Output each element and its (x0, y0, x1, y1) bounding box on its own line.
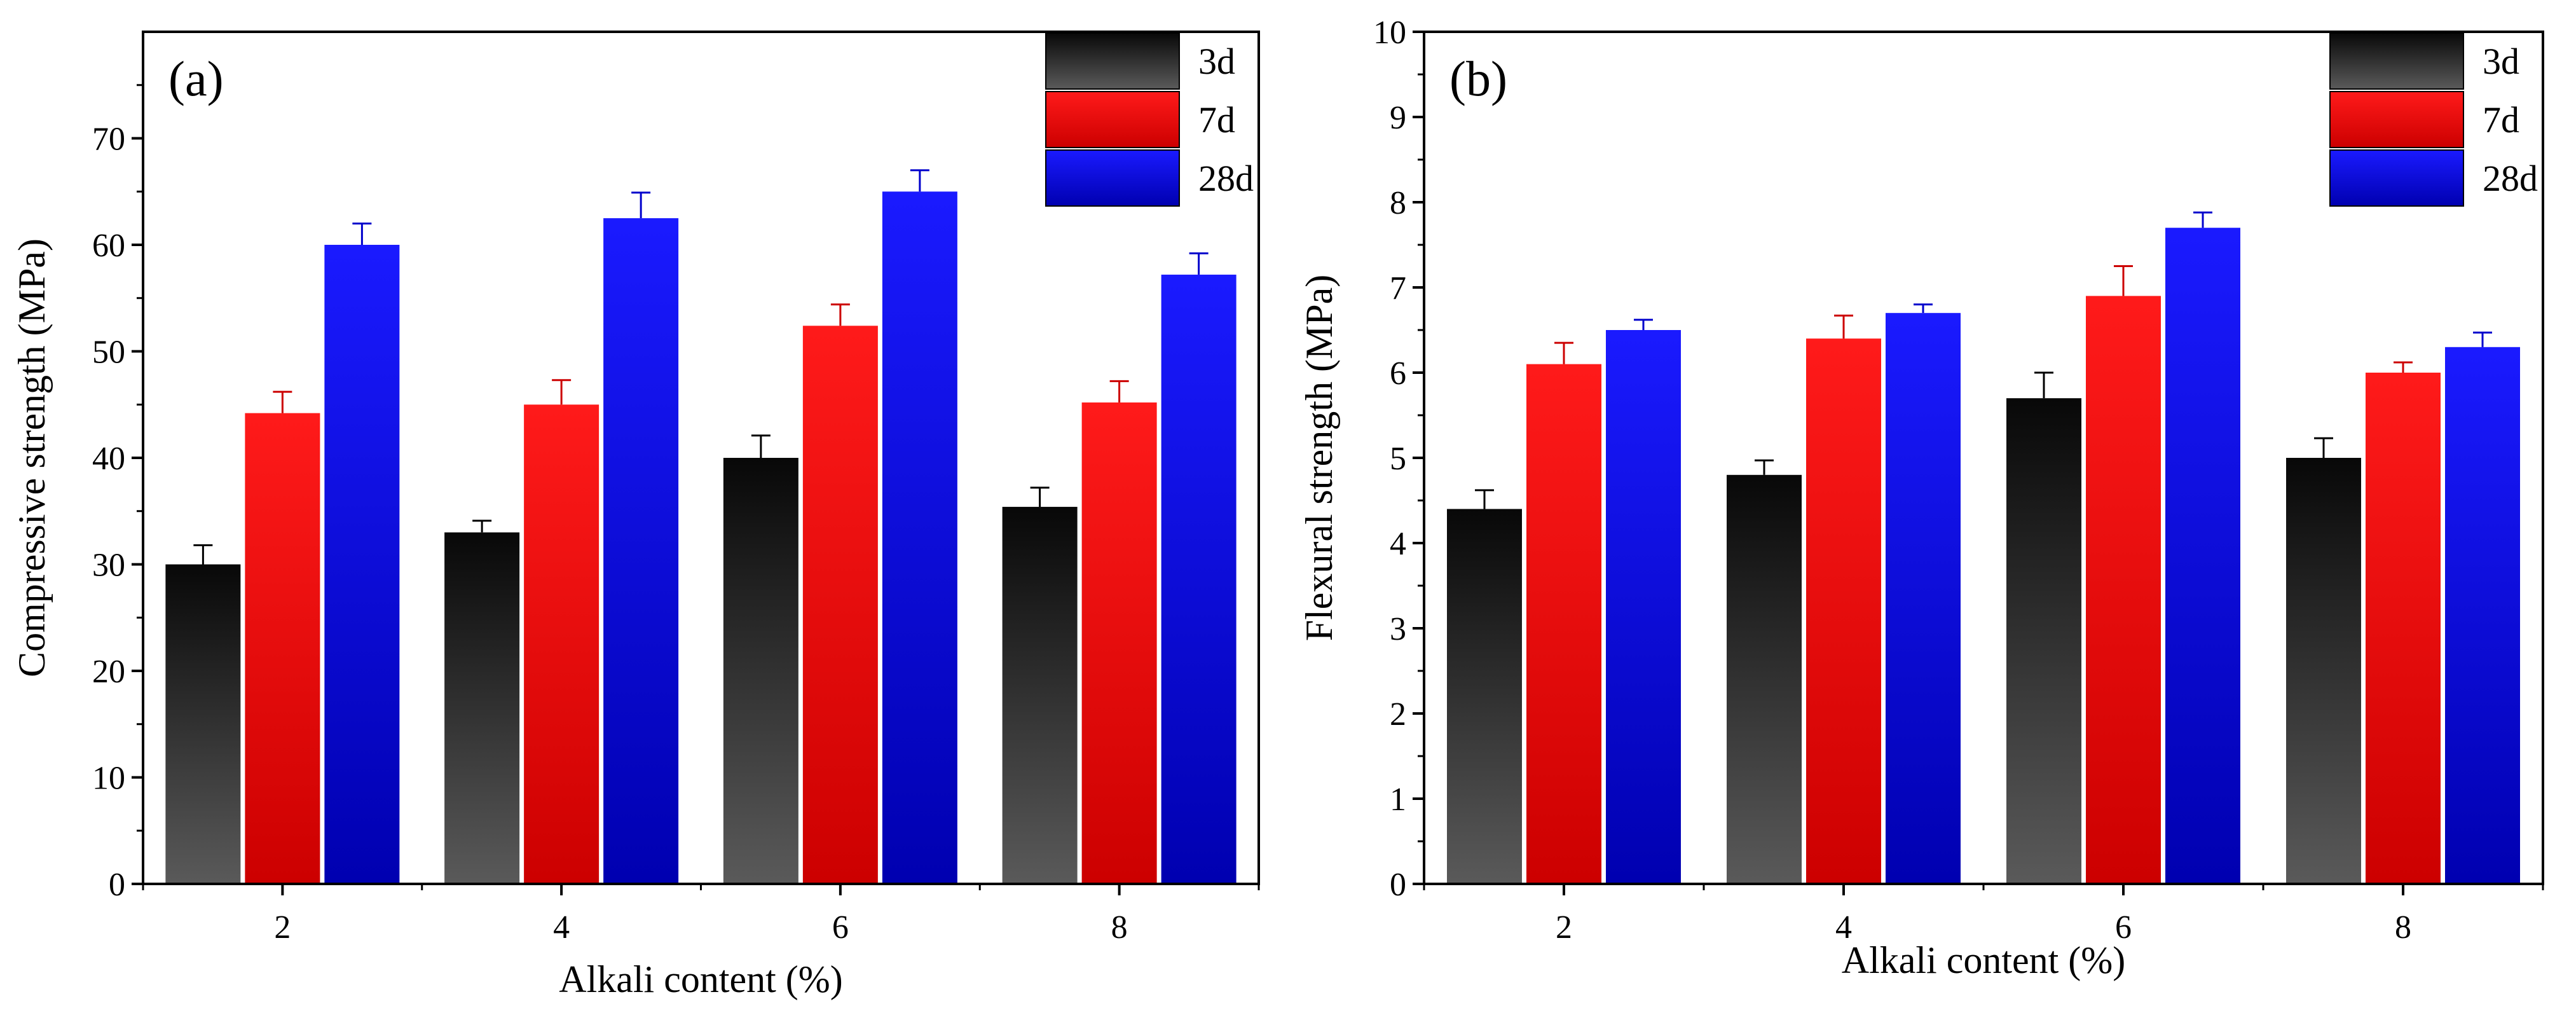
chart-b-ytick-label: 7 (1390, 270, 1406, 307)
chart-a-legend-swatch-7d (1045, 91, 1180, 148)
chart-b-ytick-label: 9 (1390, 100, 1406, 136)
chart-b-xtick-label: 6 (2115, 909, 2132, 946)
chart-b-xtick-label: 2 (1556, 909, 1572, 946)
chart-b-ytick-label: 1 (1390, 782, 1406, 818)
chart-b-legend-swatch-3d (2329, 32, 2464, 90)
chart-a-ytick-label: 70 (92, 121, 125, 158)
chart-a-panel-label: (a) (168, 51, 224, 106)
chart-b-bar-28d-2 (1606, 330, 1681, 884)
chart-a-legend-label-28d: 28d (1198, 158, 1254, 199)
chart-b-bar-7d-4 (1806, 338, 1881, 884)
chart-b-bar-28d-4 (1886, 313, 1961, 884)
chart-b-ytick-label: 3 (1390, 611, 1406, 647)
chart-a-legend-swatch-3d (1045, 32, 1180, 90)
chart-a-xtick-label: 6 (832, 909, 849, 946)
chart-b-legend-swatch-7d (2329, 91, 2464, 148)
chart-b-legend-label-7d: 7d (2483, 99, 2519, 141)
chart-b-legend-label-3d: 3d (2483, 41, 2519, 82)
chart-a-legend-swatch-28d (1045, 149, 1180, 207)
chart-a-ytick-label: 30 (92, 548, 125, 584)
chart-b-xtick-label: 8 (2395, 909, 2411, 946)
chart-b-bar-3d-6 (2006, 398, 2081, 884)
chart-a-ytick-label: 20 (92, 654, 125, 690)
chart-b-bar-3d-2 (1447, 509, 1522, 884)
chart-a-ytick-label: 50 (92, 334, 125, 371)
chart-a-legend-label-7d: 7d (1198, 99, 1235, 141)
chart-b-bar-28d-8 (2445, 347, 2520, 884)
chart-a-bar-3d-8 (1002, 507, 1078, 884)
chart-a-y-axis-title: Compressive strength (MPa) (11, 238, 53, 677)
chart-a-ytick-label: 0 (109, 867, 125, 903)
chart-a-bar-28d-4 (603, 218, 679, 884)
chart-a-ytick-label: 40 (92, 441, 125, 477)
chart-a-bar-7d-6 (802, 326, 878, 884)
chart-a-bar-7d-8 (1081, 402, 1157, 884)
chart-b-legend-label-28d: 28d (2483, 158, 2538, 199)
chart-a-bar-3d-4 (444, 532, 520, 884)
chart-a-xtick-label: 4 (553, 909, 570, 946)
chart-a-bar-28d-6 (882, 191, 957, 884)
chart-b-ytick-label: 5 (1390, 441, 1406, 477)
chart-a-bar-3d-2 (165, 564, 241, 884)
chart-b-ytick-label: 8 (1390, 185, 1406, 221)
chart-b-ytick-label: 4 (1390, 526, 1406, 562)
chart-b-bar-3d-4 (1727, 474, 1802, 884)
chart-a-bar-7d-4 (524, 404, 599, 884)
chart-a-bar-3d-6 (723, 458, 798, 884)
chart-b-bar-3d-8 (2286, 458, 2361, 884)
chart-b-bar-7d-8 (2366, 373, 2441, 884)
chart-b-ytick-label: 10 (1373, 15, 1406, 51)
chart-a-bar-7d-2 (245, 413, 320, 884)
chart-b-y-axis-title: Flexural strength (MPa) (1298, 275, 1340, 642)
chart-a-ytick-label: 10 (92, 761, 125, 797)
chart-b-x-axis-title: Alkali content (%) (1842, 939, 2126, 981)
chart-b-bar-28d-6 (2165, 228, 2240, 885)
chart-b-xtick-label: 4 (1835, 909, 1852, 946)
chart-b-legend-swatch-28d (2329, 149, 2464, 207)
chart-a-bar-28d-2 (324, 245, 400, 884)
chart-b-bar-7d-6 (2086, 296, 2161, 884)
chart-b-panel-label: (b) (1449, 51, 1507, 106)
chart-b-ytick-label: 6 (1390, 355, 1406, 392)
chart-a-x-axis-title: Alkali content (%) (559, 958, 843, 1000)
chart-b-bar-7d-2 (1526, 364, 1601, 884)
chart-a-xtick-label: 2 (274, 909, 291, 946)
chart-a-xtick-label: 8 (1111, 909, 1128, 946)
chart-a-bar-28d-8 (1161, 274, 1237, 884)
chart-b-ytick-label: 0 (1390, 867, 1406, 903)
chart-b-group: 0 1 2 3 4 5 6 7 8 9 10 2 4 6 8 Alkali content (%) Flexur… (1298, 15, 2544, 981)
chart-a-ytick-label: 60 (92, 228, 125, 264)
chart-a-legend-label-3d: 3d (1198, 41, 1235, 82)
chart-b-ytick-label: 2 (1390, 696, 1406, 733)
chart-a-group: 0 10 20 30 40 50 60 70 2 4 6 8 Alkali content (%) Com… (11, 31, 1260, 1000)
